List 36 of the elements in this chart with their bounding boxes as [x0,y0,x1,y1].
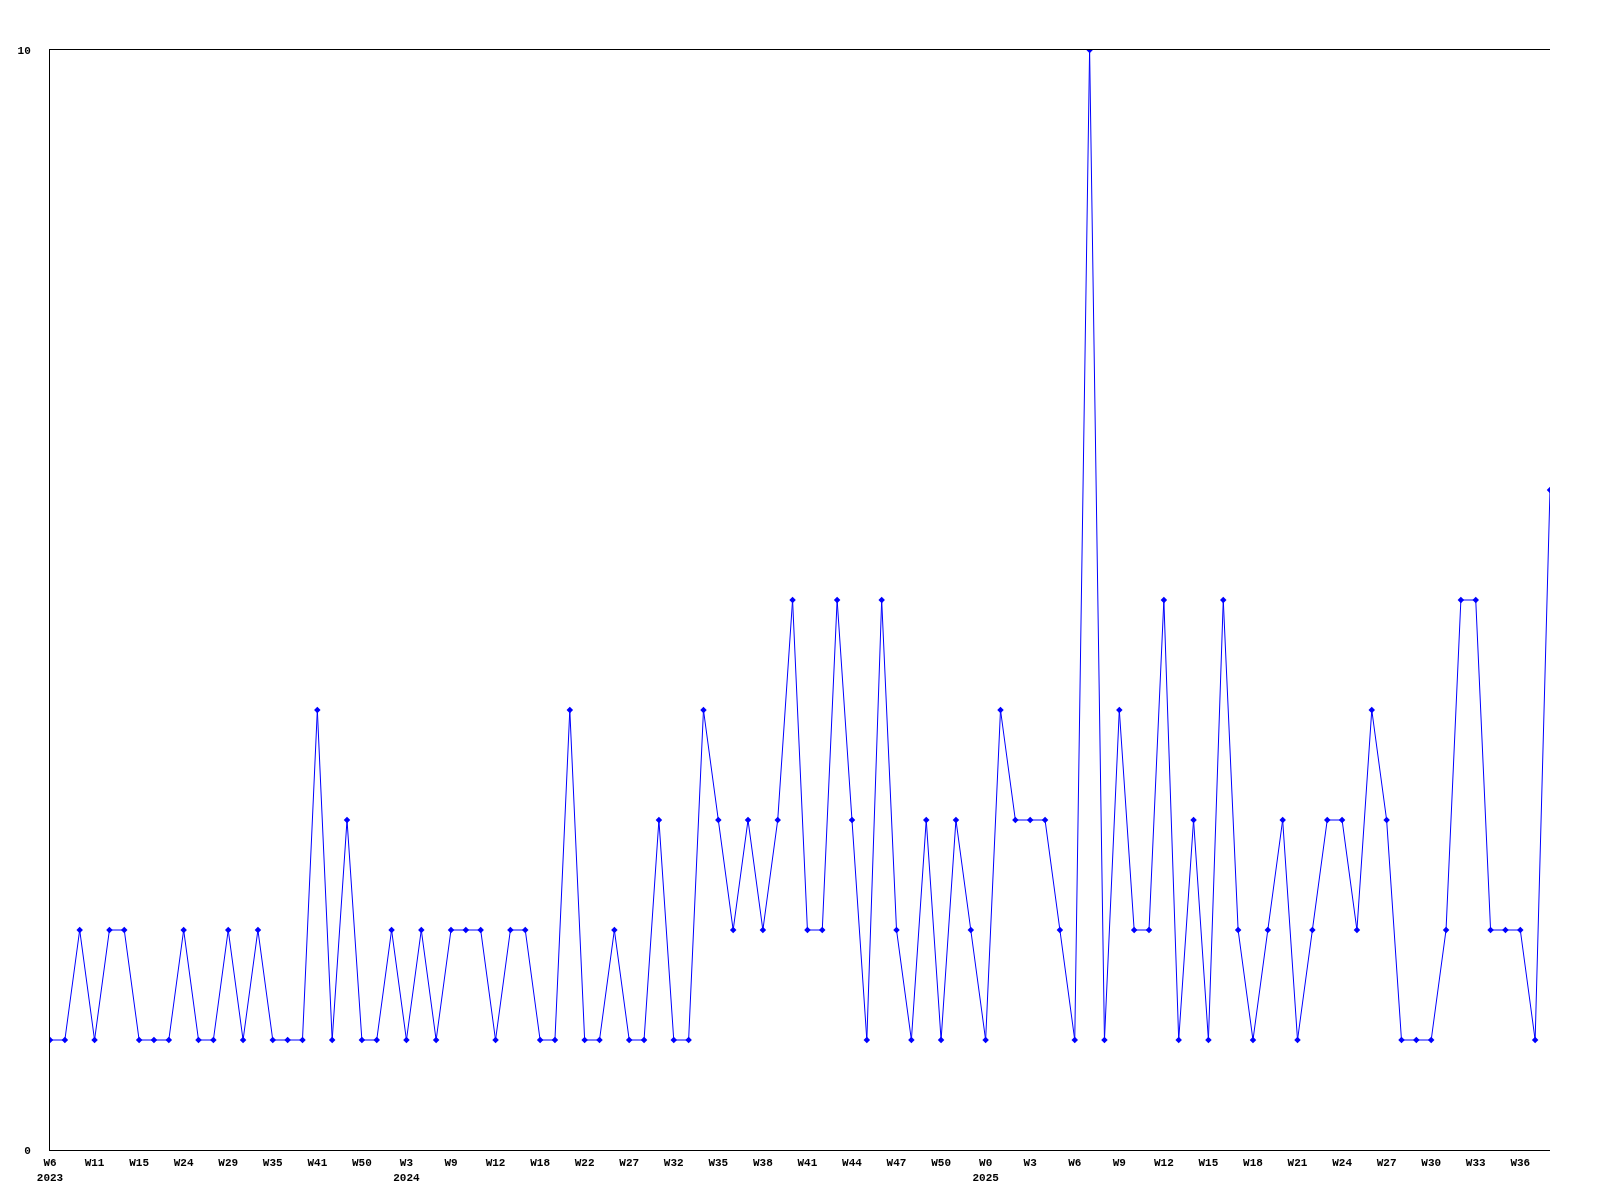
x-tick-label: W24 [173,1157,194,1170]
x-tick-label: W6 2023 [36,1157,64,1184]
x-tick-label: W15 [129,1157,150,1170]
x-tick-label: W47 [886,1157,907,1170]
x-tick-label: W44 [842,1157,863,1170]
x-tick-label: W27 [619,1157,640,1170]
x-tick-label: W35 [262,1157,284,1170]
x-tick-label: W41 [307,1157,328,1170]
x-tick-label: W38 [752,1157,774,1170]
y-tick-label: 0 [24,1144,31,1157]
x-tick-label: W15 [1198,1157,1219,1170]
x-tick-label: W0 2025 [972,1157,1000,1184]
x-tick-label: W50 [351,1157,372,1170]
x-tick-label: W3 2024 [393,1157,421,1184]
x-tick-label: W29 [218,1157,239,1170]
x-tick-label: W11 [84,1157,105,1170]
x-tick-label: W18 [530,1157,551,1170]
x-tick-label: W22 [574,1157,595,1170]
x-tick-label: W41 [797,1157,818,1170]
x-tick-label: W12 [485,1157,506,1170]
x-tick-label: W50 [931,1157,951,1170]
x-tick-label: W9 [444,1157,458,1170]
x-tick-label: W35 [708,1157,729,1170]
x-tick-label: W18 [1243,1157,1264,1170]
x-tick-label: W36 [1510,1157,1531,1170]
x-tick-label: W6 [1068,1157,1082,1170]
x-tick-label: W24 [1332,1157,1353,1170]
x-tick-label: W30 [1421,1157,1442,1170]
x-tick-label: W9 [1112,1157,1126,1170]
x-tick-label: W33 [1465,1157,1487,1170]
x-tick-label: W12 [1153,1157,1174,1170]
x-tick-label: W21 [1287,1157,1308,1170]
x-tick-label: W3 [1023,1157,1038,1170]
y-tick-label: 10 [17,44,31,57]
x-tick-label: W27 [1376,1157,1397,1170]
x-tick-label: W32 [663,1157,684,1170]
